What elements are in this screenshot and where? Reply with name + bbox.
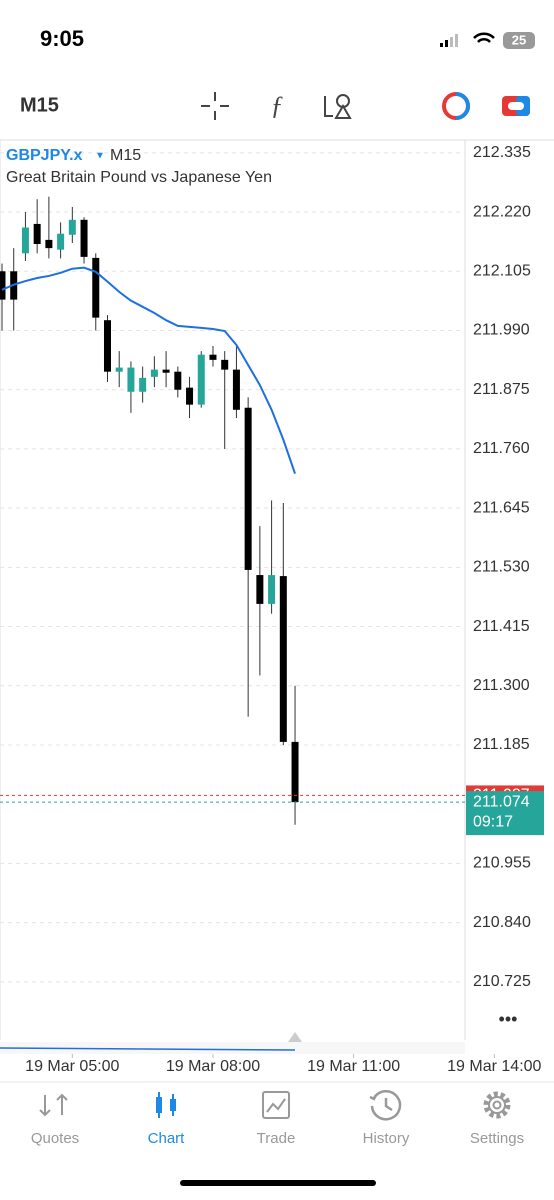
x-tick-label: 19 Mar 11:00 xyxy=(307,1058,400,1075)
scroll-marker xyxy=(288,1032,302,1042)
candle-body xyxy=(0,271,6,300)
tab-label[interactable]: Quotes xyxy=(31,1130,79,1147)
indicator-strip xyxy=(0,1042,465,1054)
y-tick-label: 210.725 xyxy=(473,973,531,990)
tab-bar: Quotes Chart Trade History Settings xyxy=(31,1090,524,1147)
moving-average xyxy=(1,266,296,474)
timeframe-button[interactable]: M15 xyxy=(20,94,59,116)
y-tick-label: 211.875 xyxy=(473,381,530,398)
candle-body xyxy=(209,354,217,360)
objects-button[interactable] xyxy=(324,94,352,119)
y-tick-label: 211.530 xyxy=(473,559,530,576)
candle-body xyxy=(150,369,158,377)
candle-body xyxy=(291,741,299,803)
bid-label: 211.074 xyxy=(473,793,530,810)
candle-body xyxy=(115,367,123,372)
y-tick-label: 211.645 xyxy=(473,499,530,516)
y-tick-label: 210.840 xyxy=(473,914,531,931)
candle-body xyxy=(162,369,170,373)
settings-icon xyxy=(483,1091,511,1119)
signal xyxy=(440,34,458,47)
candle-body xyxy=(221,359,229,370)
candle-body xyxy=(103,320,111,372)
candle-body xyxy=(186,387,194,405)
x-tick-label: 19 Mar 08:00 xyxy=(166,1058,260,1075)
candle-body xyxy=(197,354,205,405)
tab-label[interactable]: Trade xyxy=(257,1130,296,1147)
candle-body xyxy=(33,223,41,245)
quotes-icon xyxy=(39,1093,68,1117)
y-tick-label: 211.300 xyxy=(473,677,530,694)
candle-body xyxy=(232,369,240,410)
trade-icon xyxy=(262,1091,290,1119)
home-indicator xyxy=(180,1180,376,1186)
trade-button[interactable] xyxy=(502,96,530,116)
x-tick-label: 19 Mar 14:00 xyxy=(447,1058,541,1075)
candle-body xyxy=(244,407,252,570)
candle-body xyxy=(256,575,264,604)
clock: 9:05 xyxy=(40,26,84,51)
symbol[interactable]: GBPJPY.x xyxy=(6,147,83,164)
x-tick-label: 19 Mar 05:00 xyxy=(25,1058,119,1075)
y-tick-label: 211.415 xyxy=(473,618,530,635)
y-tick-label: 210.955 xyxy=(473,855,531,872)
y-tick-label: 212.105 xyxy=(473,263,531,280)
symbol-description: Great Britain Pound vs Japanese Yen xyxy=(6,169,272,186)
battery xyxy=(503,32,535,49)
y-tick-label: 211.760 xyxy=(473,440,530,457)
candle-body xyxy=(68,219,76,235)
crosshair-button[interactable] xyxy=(201,92,229,120)
candle-body xyxy=(21,227,29,254)
chart-icon xyxy=(156,1092,176,1118)
more-button[interactable]: ••• xyxy=(499,1009,518,1029)
battery-level: 25 xyxy=(512,32,526,47)
candle-body xyxy=(80,219,88,257)
candle-body xyxy=(92,257,100,318)
y-tick-label: 212.220 xyxy=(473,203,531,220)
wifi xyxy=(473,32,495,43)
oneclick-button[interactable] xyxy=(442,92,470,120)
candle-body xyxy=(57,233,65,250)
history-icon xyxy=(369,1090,402,1121)
candle-body xyxy=(127,367,135,392)
indicators-button[interactable]: ƒ xyxy=(271,91,284,120)
bar-countdown: 09:17 xyxy=(473,813,513,830)
indicator-line xyxy=(0,1047,296,1051)
bid-label-box xyxy=(466,791,544,836)
chart-timeframe: M15 xyxy=(110,147,141,164)
plot xyxy=(0,152,465,983)
tab-label[interactable]: Settings xyxy=(470,1130,524,1147)
candle-body xyxy=(268,575,276,604)
y-tick-label: 211.990 xyxy=(473,322,530,339)
tab-label[interactable]: Chart xyxy=(148,1130,186,1147)
tab-label[interactable]: History xyxy=(363,1130,410,1147)
candle-body xyxy=(139,377,147,392)
candle-body xyxy=(279,576,287,742)
candle-body xyxy=(45,239,53,249)
y-tick-label: 211.185 xyxy=(473,736,530,753)
candle-body xyxy=(174,371,182,390)
y-tick-label: 212.335 xyxy=(473,144,531,161)
symbol-dropdown[interactable]: ▼ xyxy=(95,151,105,162)
